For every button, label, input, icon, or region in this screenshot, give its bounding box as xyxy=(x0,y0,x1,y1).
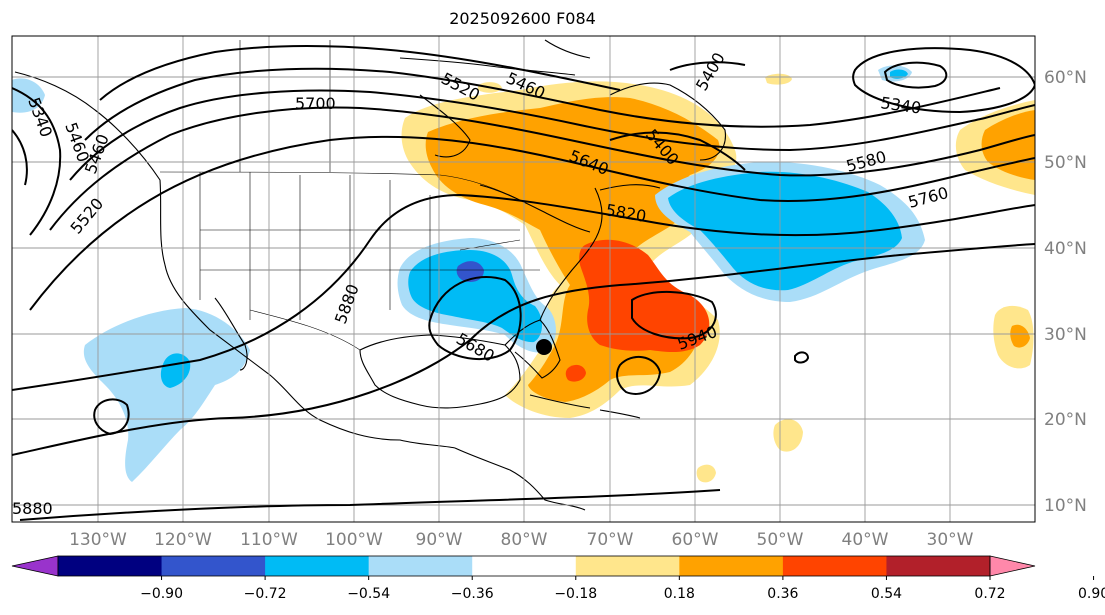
lon-label: 70°W xyxy=(587,530,634,550)
latitude-labels: 60°N 50°N 40°N 30°N 20°N 10°N xyxy=(1044,68,1087,516)
colorbar-swatch xyxy=(58,556,163,576)
lon-label: 60°W xyxy=(672,530,719,550)
positive-anomaly-small-1 xyxy=(773,419,803,452)
colorbar-tick-label: 0.54 xyxy=(871,586,902,602)
map-frame xyxy=(11,35,1036,523)
lon-label: 40°W xyxy=(842,530,889,550)
colorbar-outline xyxy=(57,555,991,577)
negative-anomaly-us xyxy=(408,250,543,343)
lon-label: 50°W xyxy=(757,530,804,550)
colorbar-swatch xyxy=(265,556,370,576)
colorbar-tick-label: −0.90 xyxy=(140,586,183,602)
lon-label: 120°W xyxy=(154,530,212,550)
political-borders xyxy=(159,40,540,351)
colorbar-tick-label: 0.90 xyxy=(1078,586,1105,602)
colorbar-arrow-low xyxy=(11,555,59,577)
colorbar-tick-label: −0.36 xyxy=(451,586,494,602)
colorbar-tick-label: −0.18 xyxy=(554,586,597,602)
colorbar-tick-label: −0.54 xyxy=(347,586,390,602)
colorbar-swatch xyxy=(575,556,680,576)
lat-label: 60°N xyxy=(1044,68,1087,88)
lon-label: 30°W xyxy=(927,530,974,550)
colorbar-swatch xyxy=(886,556,991,576)
lon-label: 100°W xyxy=(325,530,383,550)
positive-anomaly-se-orange xyxy=(1010,324,1030,348)
storm-center-dot xyxy=(536,339,552,355)
colorbar-tick-label: −0.72 xyxy=(244,586,287,602)
lon-label: 80°W xyxy=(501,530,548,550)
negative-anomaly-n xyxy=(890,69,908,79)
contour-label: 5700 xyxy=(295,94,336,113)
height-contours xyxy=(12,45,1035,521)
longitude-labels: 130°W 120°W 110°W 100°W 90°W 80°W 70°W 6… xyxy=(69,530,974,550)
colorbar-swatch xyxy=(368,556,473,576)
lat-label: 10°N xyxy=(1044,496,1087,516)
colorbar-swatch xyxy=(782,556,887,576)
negative-anomaly-pacific-light xyxy=(83,308,250,482)
colorbar-tick-label: 0.18 xyxy=(664,586,695,602)
map-title: 2025092600 F084 xyxy=(449,9,596,28)
contour-label: 5880 xyxy=(12,499,53,518)
lon-label: 130°W xyxy=(69,530,127,550)
lat-label: 50°N xyxy=(1044,153,1087,173)
lon-label: 110°W xyxy=(240,530,298,550)
colorbar: −0.90 −0.72 −0.54 −0.36 −0.18 0.18 0.36 0.54 0.7… xyxy=(11,555,1105,602)
colorbar-swatch xyxy=(679,556,784,576)
lat-label: 20°N xyxy=(1044,410,1087,430)
lat-label: 30°N xyxy=(1044,325,1087,345)
lat-label: 40°N xyxy=(1044,239,1087,259)
positive-anomaly-red-small xyxy=(565,364,586,382)
colorbar-swatch xyxy=(161,556,266,576)
lon-label: 90°W xyxy=(416,530,463,550)
colorbar-swatch xyxy=(472,556,577,576)
positive-anomaly-small-3 xyxy=(765,73,792,85)
positive-anomaly-east-orange xyxy=(981,110,1035,180)
positive-anomaly-small-2 xyxy=(696,464,716,483)
colorbar-arrow-high xyxy=(989,555,1036,577)
positive-anomaly-red xyxy=(579,239,710,353)
colorbar-tick-label: 0.36 xyxy=(767,586,798,602)
colorbar-tick-label: 0.72 xyxy=(974,586,1005,602)
